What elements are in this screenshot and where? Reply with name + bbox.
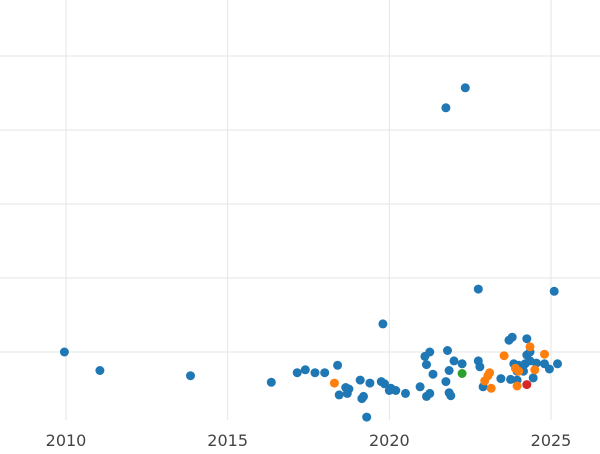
data-point-series0-24 <box>401 388 410 398</box>
data-point-series1-8 <box>514 366 524 376</box>
data-point-series0-12 <box>344 384 354 394</box>
data-point-series1-3 <box>485 368 495 378</box>
data-point-series0-0 <box>59 347 69 357</box>
data-point-series0-40 <box>460 83 470 93</box>
data-point-series0-39 <box>457 359 467 369</box>
data-point-series0-45 <box>496 374 506 384</box>
data-point-series0-23 <box>391 386 401 395</box>
x-axis-ticks: 2010 2015 2020 2025 <box>46 431 572 450</box>
grid-layer <box>0 0 600 420</box>
data-point-series0-34 <box>443 346 452 355</box>
data-point-series0-20 <box>380 379 389 389</box>
data-point-series0-15 <box>359 391 368 401</box>
data-point-series0-6 <box>310 368 320 378</box>
data-point-series0-27 <box>422 360 431 370</box>
data-point-series0-32 <box>441 103 451 113</box>
data-point-series0-56 <box>522 334 532 344</box>
data-point-series0-13 <box>355 375 365 385</box>
data-point-series0-33 <box>441 377 451 387</box>
data-point-series0-31 <box>428 369 438 379</box>
x-tick-label-2015: 2015 <box>207 431 248 450</box>
data-point-series0-60 <box>528 373 538 383</box>
data-point-series1-10 <box>530 365 540 375</box>
data-point-series0-9 <box>334 390 344 400</box>
data-point-series0-63 <box>544 364 554 374</box>
data-point-series0-47 <box>506 374 516 384</box>
data-point-series2-0 <box>457 369 467 378</box>
data-point-series1-4 <box>486 383 496 393</box>
data-point-series0-4 <box>292 368 302 378</box>
data-point-series0-25 <box>415 382 425 392</box>
data-point-series0-65 <box>553 359 562 369</box>
data-point-series0-7 <box>320 368 330 378</box>
data-point-series0-43 <box>475 362 485 372</box>
data-point-series1-5 <box>499 351 509 361</box>
data-point-series0-1 <box>95 366 105 375</box>
data-point-series0-37 <box>446 391 456 401</box>
data-point-series0-41 <box>473 284 483 294</box>
data-point-series0-17 <box>365 378 375 388</box>
data-point-series0-5 <box>300 365 310 375</box>
data-point-series0-30 <box>425 388 435 398</box>
data-point-series0-8 <box>333 360 343 370</box>
data-point-series0-35 <box>444 366 454 375</box>
data-point-series0-19 <box>378 319 388 329</box>
data-point-series0-2 <box>186 371 195 381</box>
data-point-series1-7 <box>512 381 522 391</box>
data-point-series0-38 <box>449 356 459 366</box>
data-point-series3-0 <box>522 380 532 390</box>
data-point-series0-64 <box>549 286 559 296</box>
data-point-series0-16 <box>362 412 372 422</box>
x-tick-label-2020: 2020 <box>369 431 410 450</box>
data-point-series1-0 <box>329 378 339 388</box>
data-point-series1-11 <box>540 349 549 359</box>
x-tick-label-2025: 2025 <box>531 431 572 450</box>
data-points <box>59 83 562 422</box>
data-point-series0-29 <box>425 347 435 357</box>
x-tick-label-2010: 2010 <box>46 431 87 450</box>
data-point-series1-9 <box>525 342 535 352</box>
data-point-series0-3 <box>266 377 276 387</box>
data-point-series0-48 <box>507 332 517 342</box>
